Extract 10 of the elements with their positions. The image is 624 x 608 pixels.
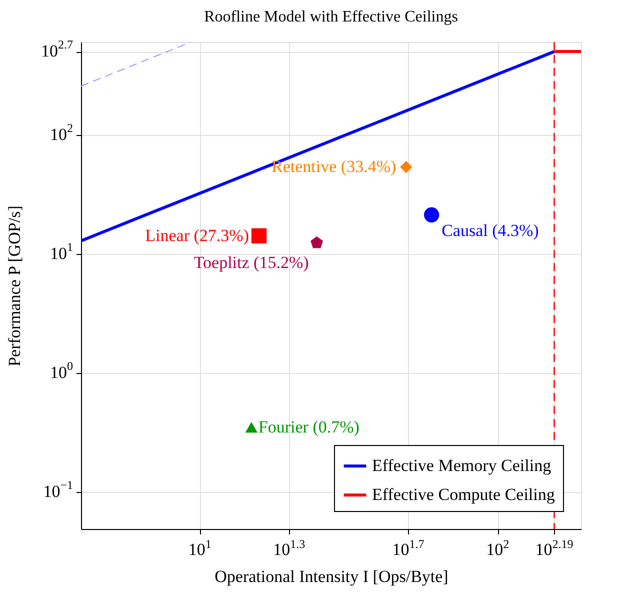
series-label: Fourier (0.7%) [258, 417, 360, 436]
series-label: Causal (4.3%) [442, 220, 539, 240]
series-label: Retentive (33.4%) [272, 156, 396, 176]
chart-title: Roofline Model with Effective Ceilings [204, 8, 458, 26]
x-axis-title: Operational Intensity I [Ops/Byte] [214, 567, 448, 586]
y-axis-title: Performance P [GOP/s] [5, 206, 24, 366]
legend-label: Effective Memory Ceiling [372, 456, 552, 475]
series-label: Toeplitz (15.2%) [194, 252, 309, 272]
series-label: Linear (27.3%) [145, 226, 249, 245]
legend-label: Effective Compute Ceiling [372, 485, 556, 504]
